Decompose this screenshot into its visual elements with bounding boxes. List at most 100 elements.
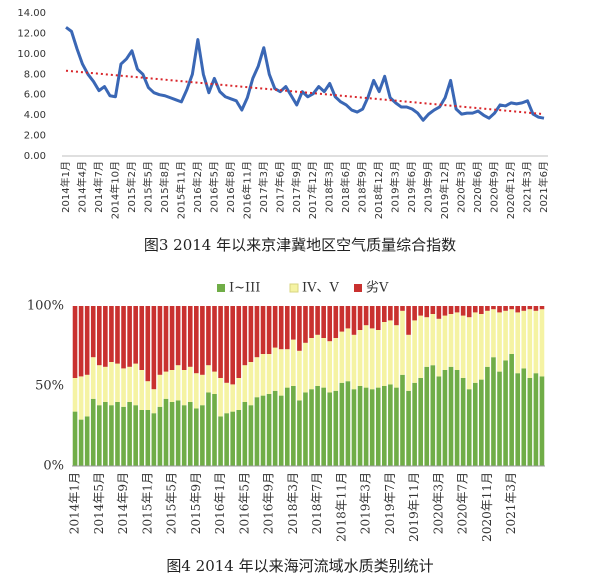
x-tick-label: 2019年9月 [422,161,435,213]
bar-segment [212,306,217,372]
bar-segment [351,334,357,390]
bar-segment [303,392,308,466]
y-tick-label: 0.00 [24,151,46,162]
bar-segment [381,322,387,386]
bar-segment [72,378,78,412]
bar-segment [460,306,466,316]
bar-segment [369,328,375,390]
bar-segment [78,306,84,377]
bar-segment [460,315,466,378]
x-tick-label: 2018年12月 [372,161,385,219]
line [65,26,545,122]
bar-segment [466,389,472,466]
y-tick-label: 100% [27,299,64,314]
bar-segment [212,394,217,466]
x-tick-label: 2019年12月 [438,161,451,219]
bar-segment [436,376,442,466]
legend-swatch [289,283,299,293]
bar-segment [200,374,205,406]
bar-segment [278,395,284,466]
bar-segment [345,381,351,466]
bar-segment [303,342,308,393]
x-tick-label: 2018年7月 [310,472,324,534]
bar-segment [260,395,266,466]
bar-segment [248,362,254,406]
bar-segment [224,306,229,383]
bar-segment [472,312,478,383]
bar-segment [272,390,278,466]
bar-segment [157,306,163,375]
legend-label: IV、V [302,281,340,296]
bar-segment [503,306,508,311]
y-tick-label: 4.00 [24,110,46,121]
bar-segment [503,360,508,466]
bar-segment [309,338,314,390]
bar-segment [515,373,521,466]
bar-segment [139,370,145,410]
bar-segment [254,357,260,398]
bar-segment [169,402,175,466]
bar-segment [200,405,205,466]
x-tick-label: 2014年5月 [92,472,106,534]
bar-segment [151,306,157,390]
x-tick-label: 2017年3月 [257,161,270,213]
x-tick-label: 2016年5月 [207,161,220,213]
bar-segment [163,398,169,466]
bar-segment [521,368,527,466]
bar-segment [509,309,514,354]
bar-segment [400,374,405,466]
bar-segment [533,306,539,311]
bar-segment [412,320,417,383]
bar-segment [297,400,302,466]
bar-segment [351,306,357,335]
x-tick-label: 2019年11月 [407,472,421,542]
caption: 图4 2014 年以来海河流域水质类别统计 [166,557,433,575]
bar-segment [133,405,138,466]
bar-segment [224,413,229,466]
x-tick-label: 2015年11月 [174,161,187,219]
bar-segment [460,378,466,466]
bar-segment [485,366,490,466]
bar-segment [139,410,145,466]
bar-segment [157,406,163,466]
bar-segment [187,306,193,367]
bar-segment [284,349,290,388]
bar-segment [115,363,120,402]
bar-segment [363,306,369,326]
x-tick-label: 2018年3月 [286,472,300,534]
bar-segment [169,370,175,402]
x-tick-label: 2015年1月 [140,472,154,534]
x-tick-label: 2016年11月 [240,161,253,219]
bar-segment [218,416,223,466]
bar-segment [115,402,120,466]
bar-segment [539,306,545,310]
x-tick-label: 2015年5月 [165,472,179,534]
x-tick-label: 2016年5月 [237,472,251,534]
bar-segment [406,306,411,335]
x-tick-label: 2019年3月 [389,161,402,213]
bar-segment [418,378,423,466]
bar-segment [315,386,320,466]
bar-segment [321,338,326,388]
bar-segment [121,306,126,369]
y-tick-label: 10.00 [17,49,46,60]
bar-segment [139,306,145,370]
bar-segment [109,405,114,466]
x-tick-label: 2020年12月 [504,161,517,219]
bar-segment [454,312,460,370]
bar-segment [418,306,423,316]
x-tick-label: 2020年3月 [455,161,468,213]
bar-segment [236,306,242,378]
bar-segment [169,306,175,370]
bar-segment [121,406,126,466]
bar-segment [297,350,302,401]
bar-segment [394,325,399,388]
y-tick-label: 2.00 [24,131,46,142]
bar-segment [163,371,169,399]
y-tick-label: 14.00 [17,8,46,19]
x-tick-label: 2018年3月 [323,161,336,213]
bar-segment [436,306,442,319]
bar-segment [472,306,478,313]
bar-segment [194,373,199,409]
y-tick-label: 12.00 [17,28,46,39]
